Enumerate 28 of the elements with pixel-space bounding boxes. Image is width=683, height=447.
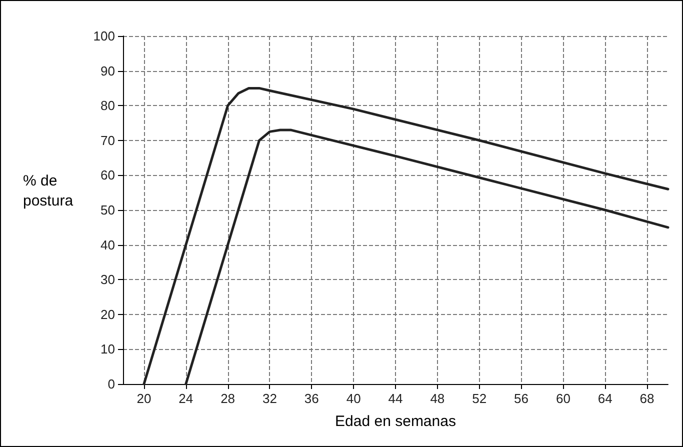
y-tick-label: 0: [108, 376, 115, 392]
y-tick-label: 60: [100, 168, 115, 183]
y-tick-label: 20: [100, 306, 115, 322]
y-tick-label: 80: [100, 98, 115, 114]
x-tick-label: 24: [178, 391, 194, 406]
x-tick-label: 36: [304, 391, 319, 406]
x-tick-label: 32: [262, 391, 277, 406]
y-tick-label: 10: [100, 342, 115, 357]
y-tick-label: 70: [100, 132, 115, 148]
x-tick-label: 48: [430, 391, 445, 406]
x-tick-label: 52: [472, 391, 487, 406]
y-tick-label: 90: [100, 63, 115, 78]
line-series: [184, 128, 670, 386]
line-series: [142, 86, 670, 386]
y-tick-label: 30: [100, 272, 115, 288]
y-tick-label: 100: [93, 28, 115, 44]
x-tick-label: 60: [556, 391, 570, 406]
x-tick-label: 56: [514, 391, 529, 406]
x-tick-label: 40: [346, 391, 361, 406]
y-tick-label: 40: [100, 237, 115, 252]
x-axis-title: Edad en semanas: [335, 413, 456, 430]
x-tick-label: 28: [220, 391, 236, 406]
x-tick-label: 20: [136, 391, 152, 406]
x-tick-label: 64: [598, 391, 612, 406]
y-tick-label: 50: [100, 202, 115, 218]
x-tick-label: 44: [388, 391, 403, 406]
y-axis-title: % de postura: [23, 172, 74, 210]
x-tick-label: 68: [640, 391, 654, 406]
